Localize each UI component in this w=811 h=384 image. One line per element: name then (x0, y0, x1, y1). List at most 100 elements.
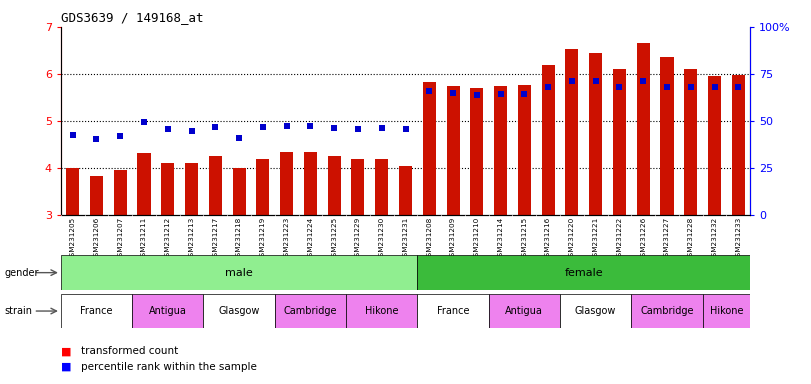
Bar (346, 294, 418, 328)
Bar (447, 86, 460, 215)
Text: GSM231205: GSM231205 (70, 217, 75, 261)
Point (138, 119, 151, 126)
Point (114, 133, 127, 139)
Text: GSM231231: GSM231231 (402, 217, 409, 261)
Text: Hikone: Hikone (710, 306, 743, 316)
Text: male: male (225, 268, 253, 278)
Bar (280, 152, 294, 215)
Bar (161, 163, 174, 215)
Bar (560, 294, 631, 328)
Text: ■: ■ (61, 346, 71, 356)
Point (351, 126, 364, 132)
Bar (114, 170, 127, 215)
Point (684, 84, 697, 90)
Bar (328, 156, 341, 215)
Point (708, 84, 721, 90)
Text: gender: gender (4, 268, 39, 278)
Bar (489, 294, 560, 328)
Point (209, 124, 222, 130)
Bar (233, 168, 246, 215)
Point (447, 90, 460, 96)
Point (494, 91, 507, 97)
Point (423, 88, 436, 94)
Text: GSM231228: GSM231228 (688, 217, 693, 261)
Text: GSM231209: GSM231209 (450, 217, 456, 261)
Bar (702, 294, 750, 328)
Text: GSM231230: GSM231230 (379, 217, 384, 261)
Bar (90, 176, 103, 215)
Bar (132, 294, 204, 328)
Point (613, 84, 626, 90)
Bar (256, 159, 269, 215)
Bar (517, 85, 531, 215)
Text: GSM231227: GSM231227 (664, 217, 670, 261)
Text: GSM231214: GSM231214 (498, 217, 504, 261)
Bar (375, 159, 388, 215)
Text: GSM231215: GSM231215 (521, 217, 527, 261)
Text: France: France (80, 306, 113, 316)
Text: GSM231223: GSM231223 (284, 217, 290, 261)
Text: GSM231232: GSM231232 (711, 217, 718, 261)
Point (542, 84, 555, 90)
Bar (275, 294, 346, 328)
Point (375, 125, 388, 131)
Text: GSM231229: GSM231229 (355, 217, 361, 261)
Text: GSM231216: GSM231216 (545, 217, 551, 261)
Text: Cambridge: Cambridge (640, 306, 693, 316)
Bar (399, 166, 412, 215)
Text: GSM231213: GSM231213 (189, 217, 195, 261)
Bar (423, 83, 436, 215)
Point (660, 84, 673, 90)
Text: GSM231208: GSM231208 (427, 217, 432, 261)
Bar (61, 294, 132, 328)
Text: GSM231212: GSM231212 (165, 217, 171, 261)
Bar (708, 76, 721, 215)
Text: percentile rank within the sample: percentile rank within the sample (81, 362, 257, 372)
Text: France: France (437, 306, 470, 316)
Text: strain: strain (4, 306, 32, 316)
Text: transformed count: transformed count (81, 346, 178, 356)
Text: GSM231207: GSM231207 (118, 217, 123, 261)
Text: Antigua: Antigua (505, 306, 543, 316)
Bar (351, 159, 364, 215)
Text: GSM231218: GSM231218 (236, 217, 242, 261)
Bar (418, 294, 489, 328)
Point (589, 78, 602, 84)
Bar (732, 75, 744, 215)
Point (399, 126, 412, 132)
Point (256, 124, 269, 130)
Text: GSM231219: GSM231219 (260, 217, 266, 261)
Bar (494, 86, 507, 215)
Text: GSM231224: GSM231224 (307, 217, 313, 261)
Text: ■: ■ (61, 362, 71, 372)
Text: GDS3639 / 149168_at: GDS3639 / 149168_at (61, 12, 204, 25)
Text: GSM231217: GSM231217 (212, 217, 218, 261)
Bar (61, 255, 418, 290)
Point (280, 122, 293, 129)
Text: Hikone: Hikone (365, 306, 398, 316)
Bar (542, 65, 555, 215)
Text: GSM231210: GSM231210 (474, 217, 480, 261)
Bar (631, 294, 702, 328)
Text: GSM231225: GSM231225 (331, 217, 337, 261)
Text: GSM231222: GSM231222 (616, 217, 622, 261)
Text: Glasgow: Glasgow (575, 306, 616, 316)
Bar (470, 88, 483, 215)
Point (732, 84, 744, 90)
Bar (565, 50, 578, 215)
Point (304, 122, 317, 129)
Bar (304, 152, 317, 215)
Text: GSM231221: GSM231221 (593, 217, 599, 261)
Point (518, 91, 531, 97)
Bar (208, 156, 222, 215)
Point (161, 126, 174, 132)
Text: GSM231233: GSM231233 (736, 217, 741, 261)
Bar (204, 294, 275, 328)
Bar (660, 58, 673, 215)
Point (67, 132, 79, 138)
Bar (418, 255, 750, 290)
Point (328, 125, 341, 131)
Text: Antigua: Antigua (149, 306, 187, 316)
Text: GSM231220: GSM231220 (569, 217, 575, 261)
Text: female: female (564, 268, 603, 278)
